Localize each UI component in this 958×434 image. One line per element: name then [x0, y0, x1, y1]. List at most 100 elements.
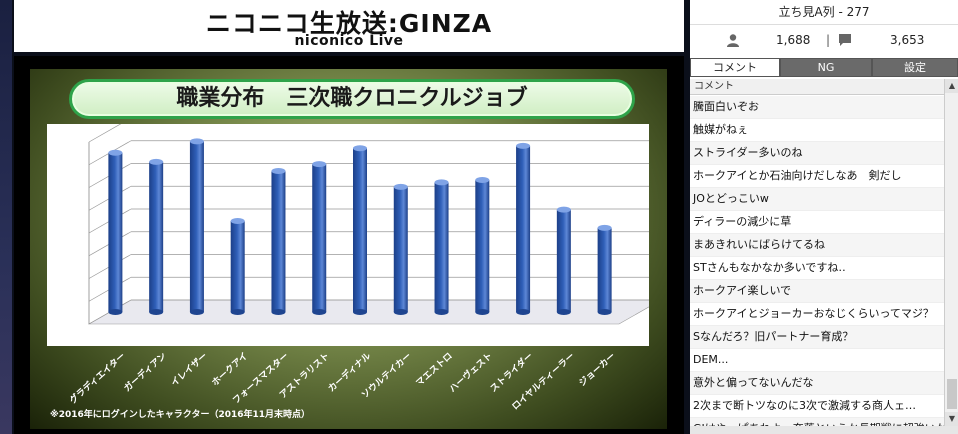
chart-bar — [434, 179, 449, 315]
chart-bar — [516, 142, 531, 315]
stream-title: 立ち見A列 - 277 — [690, 0, 958, 25]
bar-top — [597, 224, 612, 231]
bar-top — [393, 183, 408, 190]
bar-base — [434, 309, 449, 315]
bar-body — [230, 221, 245, 312]
bar-top — [475, 177, 490, 184]
comment-row[interactable]: ストライダー多いのね — [690, 142, 944, 165]
scroll-thumb[interactable] — [947, 379, 957, 409]
tab-settings[interactable]: 設定 — [873, 59, 957, 76]
bar-body — [516, 145, 531, 312]
logo-banner: ニコニコ生放送:GINZA niconico Live — [14, 0, 684, 52]
comment-list[interactable]: 騰面白いぞお 触媒がねぇ ストライダー多いのね ホークアイとか石油向けだしなあ 剣だし… — [690, 96, 944, 426]
bar-base — [393, 309, 408, 315]
comment-row[interactable]: ホークアイ楽しいで — [690, 280, 944, 303]
comment-row[interactable]: ホークアイとジョーカーおなじくらいってマジ？ — [690, 303, 944, 326]
bar-body — [556, 209, 571, 312]
bar-body — [149, 161, 164, 312]
chart-bar — [189, 138, 204, 315]
tab-comments[interactable]: コメント — [691, 59, 779, 76]
bar-body — [475, 180, 490, 312]
category-label: アストラリスト — [278, 351, 332, 401]
bar-base — [556, 309, 571, 315]
bar-body — [393, 186, 408, 312]
chart-bar — [108, 149, 123, 315]
comment-row[interactable]: 意外と偏ってないんだな — [690, 372, 944, 395]
viewer-icon — [727, 34, 739, 47]
category-label: フォースマスター — [231, 351, 292, 407]
bar-top — [230, 218, 245, 224]
background-strip — [0, 0, 12, 434]
chart-bar — [556, 206, 571, 315]
bar-top — [108, 149, 123, 156]
video-player[interactable]: 職業分布 三次職クロニクルジョブ グラディエイター ガーディアン イレイザー ホークア… — [14, 56, 684, 434]
comment-row[interactable]: 2次まで断トツなのに3次で激減する商人ェ… — [690, 395, 944, 418]
bar-base — [149, 309, 164, 315]
bar-base — [475, 309, 490, 315]
comment-row[interactable]: ホークアイとか石油向けだしなあ 剣だし — [690, 165, 944, 188]
chart-bar — [312, 161, 327, 315]
category-label: ホークアイ — [210, 351, 251, 389]
bar-base — [312, 309, 327, 315]
bar-top — [434, 179, 449, 186]
bar-top — [353, 145, 367, 152]
comment-row[interactable]: GIはやっぱあれよ、奈落というか長期戦に超強いかや — [690, 418, 944, 426]
comment-row[interactable]: STさんもなかなか多いですね‥ — [690, 257, 944, 280]
scroll-up-arrow-icon[interactable]: ▲ — [945, 79, 958, 93]
bar-base — [516, 309, 531, 315]
comment-row[interactable]: DEM... — [690, 349, 944, 372]
bar-body — [434, 182, 449, 312]
chart-panel — [47, 124, 649, 346]
category-label: グラディエイター — [68, 351, 129, 407]
category-label: ガーディアン — [122, 351, 169, 395]
bar-top — [312, 161, 327, 168]
bar-chart — [87, 124, 649, 325]
category-label: ジョーカー — [577, 351, 618, 389]
chart-bar — [353, 145, 367, 315]
comment-scrollbar[interactable]: ▲ ▼ — [944, 79, 958, 426]
category-label: イレイザー — [169, 351, 210, 389]
comment-column-header[interactable]: コメント — [690, 79, 944, 95]
chart-bar — [475, 177, 490, 315]
bar-base — [189, 309, 204, 315]
tab-bar: コメント NG 設定 — [690, 58, 958, 77]
category-label: ロイヤルティーラー — [510, 351, 577, 413]
comment-row[interactable]: ディラーの減少に草 — [690, 211, 944, 234]
comment-row[interactable]: Sなんだろ？旧パートナー育成？ — [690, 326, 944, 349]
logo-subtitle: niconico Live — [294, 33, 404, 49]
horizontal-scrollbar[interactable] — [690, 426, 958, 434]
slide-title: 職業分布 三次職クロニクルジョブ — [69, 79, 635, 119]
viewer-count: 1,688 — [776, 33, 811, 47]
category-label: ストライダー — [489, 351, 536, 395]
category-label: ハーヴェスト — [448, 351, 496, 395]
bar-base — [108, 309, 123, 315]
bar-base — [271, 309, 286, 315]
bar-body — [312, 164, 327, 312]
comment-panel: 立ち見A列 - 277 1,688 | 3,653 コメント NG 設定 コメン… — [690, 0, 958, 434]
comment-row[interactable]: JOとどっこいw — [690, 188, 944, 211]
category-label: マエストロ — [414, 351, 455, 389]
comment-count: 3,653 — [890, 33, 925, 47]
category-label: ソウルテイカー — [359, 351, 414, 401]
bar-top — [149, 158, 164, 165]
bar-body — [271, 170, 286, 312]
slide-footnote: ※2016年にログインしたキャラクター（2016年11月末時点） — [50, 410, 311, 420]
scroll-down-arrow-icon[interactable]: ▼ — [945, 412, 958, 426]
bar-top — [189, 138, 204, 145]
comment-row[interactable]: まあきれいにばらけてるね — [690, 234, 944, 257]
chart-bar — [393, 183, 408, 315]
presentation-slide: 職業分布 三次職クロニクルジョブ グラディエイター ガーディアン イレイザー ホークア… — [30, 69, 667, 429]
tab-ng[interactable]: NG — [781, 59, 871, 76]
bar-base — [230, 309, 245, 315]
chart-bar — [271, 167, 286, 315]
logo-title: ニコニコ生放送:GINZA — [205, 9, 493, 38]
stats-divider: | — [826, 33, 831, 47]
comment-icon — [839, 34, 851, 46]
bar-top — [556, 206, 571, 213]
bar-base — [597, 309, 612, 315]
chart-bar — [149, 158, 164, 315]
comment-row[interactable]: 触媒がねぇ — [690, 119, 944, 142]
category-label: カーディナル — [326, 351, 373, 395]
chart-bar — [230, 218, 245, 315]
comment-row[interactable]: 騰面白いぞお — [690, 96, 944, 119]
